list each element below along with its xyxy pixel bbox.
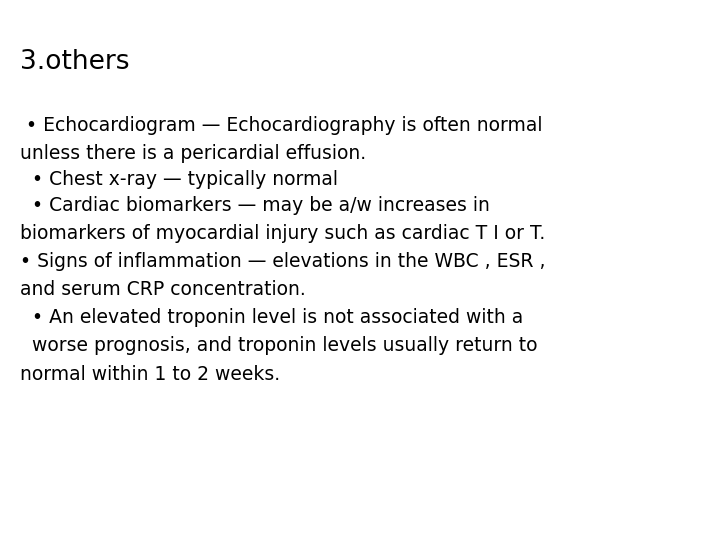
Text: worse prognosis, and troponin levels usually return to: worse prognosis, and troponin levels usu… [20, 336, 538, 355]
Text: • Cardiac biomarkers — may be a/w increases in: • Cardiac biomarkers — may be a/w increa… [20, 196, 490, 215]
Text: normal within 1 to 2 weeks.: normal within 1 to 2 weeks. [20, 364, 280, 383]
Text: and serum CRP concentration.: and serum CRP concentration. [20, 280, 306, 299]
Text: • An elevated troponin level is not associated with a: • An elevated troponin level is not asso… [20, 308, 523, 327]
Text: • Chest x-ray — typically normal: • Chest x-ray — typically normal [20, 170, 338, 189]
Text: unless there is a pericardial effusion.: unless there is a pericardial effusion. [20, 144, 366, 163]
Text: • Echocardiogram — Echocardiography is often normal: • Echocardiogram — Echocardiography is o… [20, 116, 543, 135]
Text: biomarkers of myocardial injury such as cardiac T I or T.: biomarkers of myocardial injury such as … [20, 224, 546, 243]
Text: 3.others: 3.others [20, 49, 130, 75]
Text: • Signs of inflammation — elevations in the WBC , ESR ,: • Signs of inflammation — elevations in … [20, 252, 546, 271]
